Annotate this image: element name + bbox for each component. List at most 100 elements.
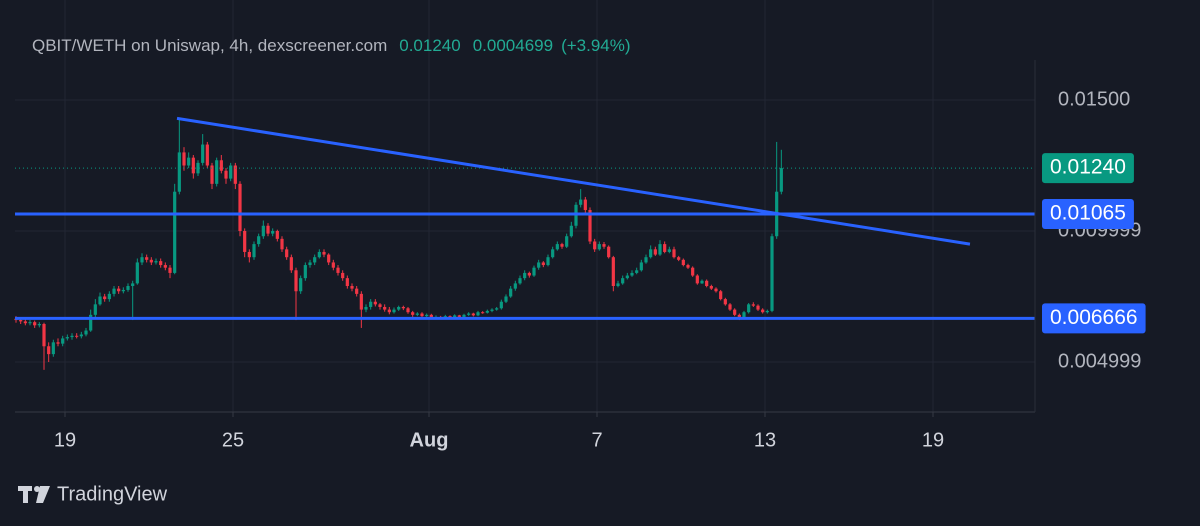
candle-body bbox=[383, 306, 387, 310]
candle-body bbox=[345, 278, 349, 287]
candle-body bbox=[588, 210, 592, 242]
candle-body bbox=[266, 225, 270, 234]
candle-body bbox=[247, 251, 251, 258]
candle-body bbox=[481, 312, 485, 314]
candle-body bbox=[387, 309, 391, 313]
candle-body bbox=[579, 199, 583, 205]
candle-body bbox=[462, 314, 466, 317]
candle-body bbox=[294, 270, 298, 292]
candle-body bbox=[495, 308, 499, 310]
candle-body bbox=[149, 259, 153, 263]
candle-body bbox=[103, 296, 107, 300]
level-label-box bbox=[1042, 303, 1146, 334]
y-tick-label: 0.01500 bbox=[1058, 88, 1130, 110]
candle-body bbox=[289, 257, 293, 271]
candle-body bbox=[509, 288, 513, 297]
candle-body bbox=[233, 165, 237, 184]
level-label-text: 0.01065 bbox=[1050, 202, 1126, 225]
candle-body bbox=[61, 338, 65, 344]
candle-body bbox=[79, 334, 83, 337]
candle-body bbox=[70, 335, 74, 338]
candle-body bbox=[140, 257, 144, 263]
candle-body bbox=[546, 257, 550, 266]
candle-body bbox=[719, 291, 723, 300]
candle-body bbox=[518, 278, 522, 284]
candle-body bbox=[765, 310, 769, 313]
candle-body bbox=[224, 170, 228, 179]
candle-body bbox=[219, 160, 223, 171]
price-labels: 0.01240 0.01065 0.006666 bbox=[1042, 153, 1146, 334]
candle-body bbox=[607, 246, 611, 258]
candle-body bbox=[93, 304, 97, 315]
candle-body bbox=[593, 241, 597, 250]
candle-body bbox=[625, 275, 629, 279]
candle-body bbox=[98, 296, 102, 305]
candle-body bbox=[420, 313, 424, 317]
chart-header: QBIT/WETH on Uniswap, 4h, dexscreener.co… bbox=[32, 36, 631, 55]
candle-body bbox=[177, 152, 181, 192]
header-change-pct: (+3.94%) bbox=[561, 36, 630, 55]
candle-body bbox=[331, 262, 335, 268]
candle-body bbox=[28, 322, 32, 324]
candle-body bbox=[121, 289, 125, 292]
candle-body bbox=[499, 301, 503, 309]
candle-body bbox=[597, 244, 601, 250]
candle-body bbox=[630, 272, 634, 276]
candle-body bbox=[770, 236, 774, 311]
chart-title: QBIT/WETH on Uniswap, 4h, dexscreener.co… bbox=[32, 36, 387, 55]
candle-body bbox=[686, 265, 690, 268]
header-change: 0.0004699 bbox=[473, 36, 553, 55]
candle-body bbox=[322, 251, 326, 255]
last-price-label-text: 0.01240 bbox=[1050, 156, 1126, 179]
candle-body bbox=[742, 312, 746, 318]
candle-body bbox=[159, 261, 163, 266]
candle-body bbox=[75, 335, 79, 337]
candle-body bbox=[415, 313, 419, 315]
x-tick-label: 25 bbox=[222, 429, 244, 451]
candle-body bbox=[112, 288, 116, 294]
candle-body bbox=[733, 309, 737, 315]
candle-body bbox=[490, 309, 494, 311]
candle-body bbox=[467, 313, 471, 315]
candle-body bbox=[560, 244, 564, 247]
candle-body bbox=[611, 257, 615, 287]
candle-body bbox=[583, 199, 587, 211]
candle-body bbox=[355, 288, 359, 294]
candle-body bbox=[644, 257, 648, 263]
candle-body bbox=[756, 305, 760, 310]
candle-body bbox=[107, 293, 111, 300]
candle-body bbox=[275, 230, 279, 239]
candle-body bbox=[257, 236, 261, 245]
candle-body bbox=[215, 160, 219, 184]
candle-body bbox=[191, 157, 195, 174]
x-tick-label: Aug bbox=[410, 429, 449, 451]
candle-body bbox=[364, 306, 368, 310]
candle-body bbox=[373, 301, 377, 305]
candle-body bbox=[672, 249, 676, 258]
candle-body bbox=[457, 315, 461, 317]
candle-body bbox=[691, 267, 695, 276]
candle-body bbox=[252, 244, 256, 258]
candle-body bbox=[126, 286, 130, 290]
candle-body bbox=[532, 267, 536, 276]
candle-body bbox=[448, 316, 452, 318]
candle-body bbox=[476, 312, 480, 316]
candle-body bbox=[527, 272, 531, 276]
candle-body bbox=[677, 257, 681, 260]
candle-body bbox=[663, 244, 667, 252]
candle-body bbox=[471, 313, 475, 316]
logo-part bbox=[23, 486, 28, 503]
candle-body bbox=[761, 309, 765, 313]
candle-body bbox=[359, 293, 363, 310]
candle-body bbox=[65, 337, 69, 339]
candle-body bbox=[154, 261, 158, 263]
candle-body bbox=[210, 165, 214, 184]
candle-body bbox=[168, 267, 172, 273]
candle-body bbox=[47, 346, 51, 355]
candle-body bbox=[341, 272, 345, 279]
candle-body bbox=[369, 301, 373, 307]
y-tick-label: 0.004999 bbox=[1058, 350, 1141, 372]
